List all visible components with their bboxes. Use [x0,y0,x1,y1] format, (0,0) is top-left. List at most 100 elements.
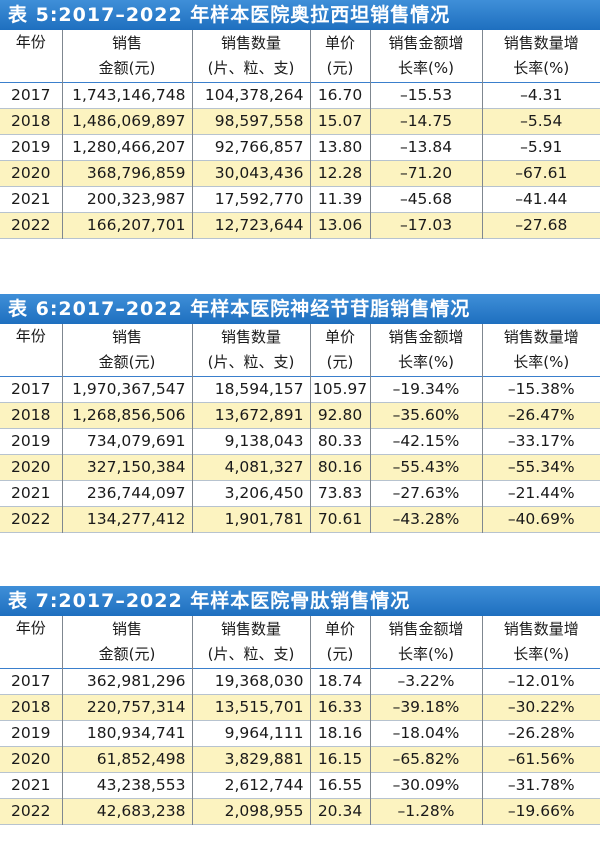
header-year: 年份 [0,30,63,83]
cell-quantity-growth: –31.78% [507,776,575,794]
cell-year: 2022 [0,798,63,825]
cell-sales-growth: –42.15% [370,428,483,455]
cell-sales-growth: –35.60% [370,402,483,429]
cell-year: 2017 [0,82,63,109]
cell-sales-growth: –3.22% [370,668,483,695]
cell-year: 2019 [0,134,63,161]
header-sales-growth-line2: 长率(%) [398,645,454,663]
header-quantity-growth-line2: 长率(%) [513,645,570,663]
cell-sales-amount: 200,323,987 [62,186,193,213]
cell-unit-price: 20.34 [310,798,371,825]
header-unit-price-line1: 单价 [324,34,355,52]
cell-sales-growth: –13.84 [370,134,483,161]
table-header-row: 年份 销售 金额(元) 销售数量 (片、粒、支) 单价 (元) 销售金额增长率(%) 销售数量增… [0,616,600,669]
header-quantity-line2: (片、粒、支) [207,645,295,663]
cell-sales-growth: –30.09% [370,772,483,799]
cell-year: 2019 [0,428,63,455]
cell-quantity: 9,138,043 [192,428,311,455]
cell-sales-amount: 166,207,701 [62,212,193,239]
header-unit-price-line1: 单价 [324,620,355,638]
cell-quantity-growth: –26.47% [482,402,600,429]
cell-sales-amount: 1,268,856,506 [62,402,193,429]
table-title: 表 5:2017–2022 年样本医院奥拉西坦销售情况 [0,0,600,30]
cell-quantity: 19,368,030 [192,668,311,695]
header-sales-growth-line2: 长率(%) [398,353,454,371]
cell-quantity-growth: –21.44% [507,484,575,502]
header-year-label: 年份 [15,619,46,637]
cell-quantity-growth: –33.17% [507,432,575,450]
cell-sales-amount: 180,934,741 [62,720,193,747]
cell-year: 2018 [0,694,63,721]
cell-year: 2022 [0,212,63,239]
cell-sales-growth: –18.04% [370,720,483,747]
header-sales-growth: 销售金额增 长率(%) [370,30,483,83]
cell-year: 2018 [0,108,63,135]
cell-unit-price: 16.55 [310,772,371,799]
cell-year: 2017 [0,668,63,695]
header-quantity-growth-line1: 销售数量增 [503,34,579,52]
cell-sales-amount: 1,743,146,748 [62,82,193,109]
table-row: 2019 1,280,466,207 92,766,857 13.80 –13.84 –5… [0,134,600,161]
cell-quantity-growth: –55.34% [482,454,600,481]
cell-unit-price: 16.70 [310,82,371,109]
header-quantity-line1: 销售数量 [220,620,281,638]
cell-quantity-growth: –26.28% [507,724,575,742]
table-title: 表 6:2017–2022 年样本医院神经节苷脂销售情况 [0,294,600,324]
header-sales-line2: 金额(元) [98,59,156,77]
header-unit-price-line2: (元) [326,645,354,663]
header-year-label: 年份 [15,327,46,345]
cell-quantity-growth: –5.91 [520,138,563,156]
cell-quantity: 4,081,327 [192,454,311,481]
cell-unit-price: 70.61 [310,506,371,533]
cell-unit-price: 73.83 [310,480,371,507]
header-quantity: 销售数量 (片、粒、支) [192,616,311,669]
cell-quantity: 13,672,891 [192,402,311,429]
cell-quantity-growth: –4.31 [520,86,563,104]
cell-sales-growth: –1.28% [370,798,483,825]
cell-sales-growth: –43.28% [370,506,483,533]
table-row: 2020 61,852,498 3,829,881 16.15 –65.82% –61.5… [0,746,600,773]
header-sales: 销售金额(元) [62,30,193,83]
table-header-row: 年份 销售 金额(元) 销售数量 (片、粒、支) 单价 (元) 销售金额增 长率(%) 销售数量增… [0,324,600,377]
header-sales-line1: 销售 [111,34,142,52]
table-row: 2021 236,744,097 3,206,450 73.83 –27.63% –21.… [0,480,600,507]
cell-sales-growth: –39.18% [370,694,483,721]
cell-unit-price: 11.39 [310,186,371,213]
table-row: 2022 166,207,701 12,723,644 13.06 –17.03 –27.… [0,212,600,239]
header-sales: 销售 金额(元) [62,616,193,669]
cell-quantity-growth: –27.68 [482,212,600,239]
cell-quantity: 98,597,558 [192,108,311,135]
header-unit-price-line1: 单价 [324,328,355,346]
cell-sales-growth: –45.68 [370,186,483,213]
header-sales-growth-line1: 销售金额增 [388,620,464,638]
header-sales-line1: 销售 [111,620,142,638]
header-unit-price: 单价 (元) [310,616,371,669]
header-quantity-line2: (片、粒、支) [207,353,295,371]
cell-year: 2020 [0,454,63,481]
cell-year: 2019 [0,720,63,747]
cell-sales-amount: 1,486,069,897 [62,108,193,135]
cell-sales-amount: 220,757,314 [62,694,193,721]
cell-sales-growth: –27.63% [370,480,483,507]
table-row: 2020 327,150,384 4,081,327 80.16 –55.43% –55.… [0,454,600,481]
cell-sales-amount: 327,150,384 [62,454,193,481]
table-row: 2018 1,486,069,897 98,597,558 15.07 –14.75 –5… [0,108,600,135]
cell-year: 2021 [0,480,63,507]
cell-unit-price: 105.97 [310,376,371,403]
cell-quantity: 92,766,857 [192,134,311,161]
cell-quantity-growth: –12.01% [507,672,575,690]
header-year: 年份 [0,324,63,377]
table-row: 2017 362,981,296 19,368,030 18.74 –3.22% –12.… [0,668,600,695]
header-sales: 销售 金额(元) [62,324,193,377]
cell-unit-price: 15.07 [310,108,371,135]
cell-unit-price: 16.33 [310,694,371,721]
cell-sales-amount: 43,238,553 [62,772,193,799]
cell-sales-growth: –19.34% [370,376,483,403]
header-quantity-growth-line2: 长率(%) [513,59,570,77]
cell-sales-amount: 1,280,466,207 [62,134,193,161]
header-sales-line1: 销售 [111,328,142,346]
cell-year: 2021 [0,772,63,799]
header-quantity-growth-line1: 销售数量增 [503,620,579,638]
cell-quantity: 18,594,157 [192,376,311,403]
cell-sales-amount: 61,852,498 [62,746,193,773]
